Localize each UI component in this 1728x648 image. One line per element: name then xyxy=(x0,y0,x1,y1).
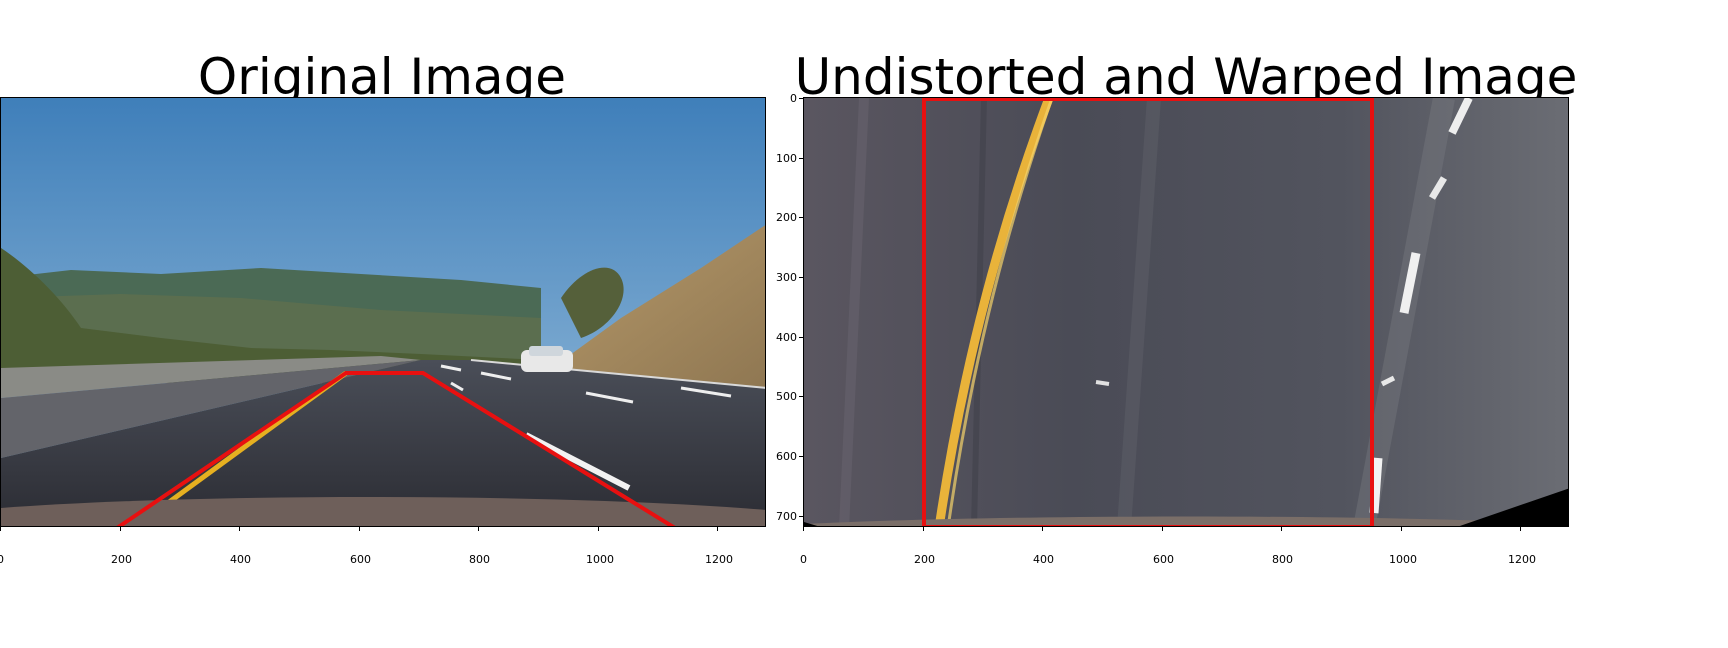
left-x-tick: 800 xyxy=(469,553,490,566)
right-y-tick: 400 xyxy=(776,331,797,344)
right-y-tick: 600 xyxy=(776,450,797,463)
left-x-tick: 600 xyxy=(350,553,371,566)
right-y-tick: 100 xyxy=(776,152,797,165)
right-x-tick: 0 xyxy=(800,553,807,566)
warped-road-photo xyxy=(804,98,1568,526)
warped-image-frame xyxy=(803,97,1569,527)
destination-region-outline xyxy=(922,98,1374,526)
right-y-tick: 200 xyxy=(776,211,797,224)
left-x-tick: 1000 xyxy=(586,553,614,566)
right-y-tick: 300 xyxy=(776,271,797,284)
right-panel-title: Undistorted and Warped Image xyxy=(794,48,1578,106)
original-road-photo xyxy=(1,98,765,526)
right-x-tick: 1000 xyxy=(1389,553,1417,566)
original-image-frame xyxy=(0,97,766,527)
source-region-outline xyxy=(116,371,676,526)
left-x-tick: 0 xyxy=(0,553,4,566)
right-x-tick: 200 xyxy=(914,553,935,566)
right-y-tick: 700 xyxy=(776,510,797,523)
left-x-tick: 400 xyxy=(230,553,251,566)
left-x-tick: 1200 xyxy=(705,553,733,566)
right-x-tick: 400 xyxy=(1033,553,1054,566)
right-y-tick: 500 xyxy=(776,390,797,403)
right-x-tick: 800 xyxy=(1272,553,1293,566)
left-x-tick: 200 xyxy=(111,553,132,566)
right-y-tick: 0 xyxy=(790,92,797,105)
right-x-tick: 600 xyxy=(1153,553,1174,566)
right-x-tick: 1200 xyxy=(1508,553,1536,566)
left-panel-title: Original Image xyxy=(197,48,567,106)
